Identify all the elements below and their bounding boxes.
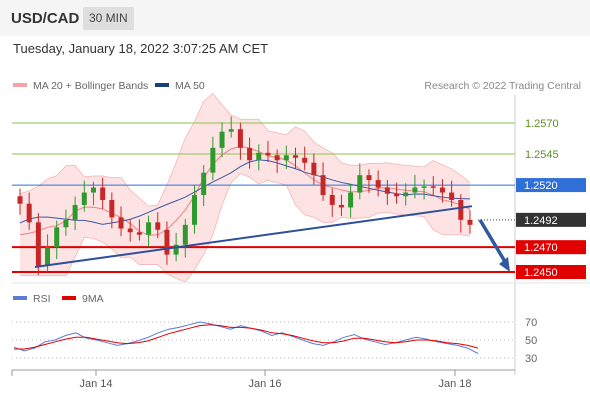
ma20-line <box>19 145 471 236</box>
candle-body <box>35 222 41 266</box>
level-1-2450-label: 1.2450 <box>524 267 558 279</box>
candle-body <box>384 187 390 194</box>
candle-body <box>81 192 87 205</box>
level-1-2492-label: 1.2492 <box>524 215 558 227</box>
ma50-label: MA 50 <box>175 80 205 92</box>
candle-body <box>274 155 280 161</box>
level-1-2570-label: 1.2570 <box>525 118 559 130</box>
rsi-level-50-label: 50 <box>525 335 537 347</box>
candle-body <box>320 175 326 196</box>
candle-body <box>375 180 381 188</box>
level-1-2520-label: 1.2520 <box>524 180 558 192</box>
candle-body <box>100 187 106 200</box>
candle-body <box>228 129 234 132</box>
candle-body <box>201 172 207 196</box>
time-tick-label: Jan 14 <box>79 378 112 390</box>
time-tick-label: Jan 16 <box>248 378 281 390</box>
candle-body <box>210 147 216 173</box>
ma20-swatch <box>13 83 27 88</box>
time-tick-label: Jan 18 <box>438 378 471 390</box>
legend-ma20: MA 20 + Bollinger Bands <box>13 80 148 92</box>
rsi-level-30-label: 30 <box>525 353 537 365</box>
rsi-label: RSI <box>33 293 51 305</box>
candle-body <box>348 192 354 208</box>
candle-body <box>256 152 262 161</box>
candle-body <box>45 247 51 266</box>
candle-body <box>311 162 317 176</box>
timeframe-button[interactable]: 30 MIN <box>83 7 134 30</box>
rsi-swatch <box>13 296 27 301</box>
rsi-ma-label: 9MA <box>82 293 104 305</box>
rsi-ma-line <box>14 324 479 350</box>
candle-body <box>72 204 78 220</box>
candle-body <box>127 228 133 233</box>
candle-body <box>412 187 418 193</box>
candle-body <box>173 244 179 255</box>
trendline <box>34 205 473 269</box>
legend-ma50: MA 50 <box>155 80 205 92</box>
candle-body <box>357 175 363 193</box>
forecast-arrow-shaft <box>478 218 509 266</box>
bollinger-upper <box>19 92 471 207</box>
candle-body <box>458 199 464 220</box>
datetime-label: Tuesday, January 18, 2022 3:07:25 AM CET <box>13 41 269 56</box>
candle-body <box>366 175 372 181</box>
candle-body <box>54 227 60 248</box>
candle-body <box>191 195 197 225</box>
candle-body <box>164 229 170 255</box>
candle-body <box>439 187 445 193</box>
candle-body <box>449 192 455 200</box>
candle-body <box>338 204 344 208</box>
candle-body <box>155 222 161 230</box>
candle-body <box>182 224 188 245</box>
candle-body <box>467 219 473 225</box>
candle-body <box>136 232 142 235</box>
ma50-line <box>19 159 471 225</box>
ma50-swatch <box>155 83 169 88</box>
symbol-label: USD/CAD <box>11 10 80 27</box>
legend-rsi: RSI <box>13 293 51 305</box>
level-1-2492-tag <box>516 212 586 227</box>
candle-body <box>63 219 69 228</box>
ma20-label: MA 20 + Bollinger Bands <box>33 80 149 92</box>
candle-body <box>247 147 253 161</box>
legend-rsi-ma: 9MA <box>62 293 104 305</box>
candle-body <box>118 217 124 229</box>
forecast-arrow-head <box>499 257 510 272</box>
rsi-line <box>13 321 479 354</box>
level-1-2545-label: 1.2545 <box>525 149 559 161</box>
candle-body <box>403 192 409 197</box>
candle-body <box>219 131 225 148</box>
candle-body <box>302 157 308 163</box>
header-bar: USD/CAD 30 MIN <box>0 0 590 36</box>
candle-body <box>17 196 23 204</box>
candle-body <box>421 186 427 188</box>
credit-label: Research © 2022 Trading Central <box>424 80 581 92</box>
level-1-2470-label: 1.2470 <box>524 242 558 254</box>
candle-body <box>26 203 32 223</box>
level-1-2470-tag <box>516 240 586 255</box>
level-1-2520-tag <box>516 178 586 193</box>
candle-body <box>329 195 335 205</box>
candle-body <box>394 193 400 197</box>
rsi-level-70-label: 70 <box>525 317 537 329</box>
candle-body <box>430 186 436 188</box>
candle-body <box>146 222 152 235</box>
candle-body <box>283 155 289 161</box>
bollinger-band <box>20 93 470 282</box>
rsi-ma-swatch <box>62 296 76 301</box>
bollinger-lower <box>20 173 471 283</box>
candle-body <box>109 199 115 218</box>
candle-body <box>237 129 243 148</box>
candle-body <box>293 155 299 158</box>
candle-body <box>265 152 271 156</box>
level-1-2450-tag <box>516 265 586 279</box>
candle-body <box>90 187 96 193</box>
